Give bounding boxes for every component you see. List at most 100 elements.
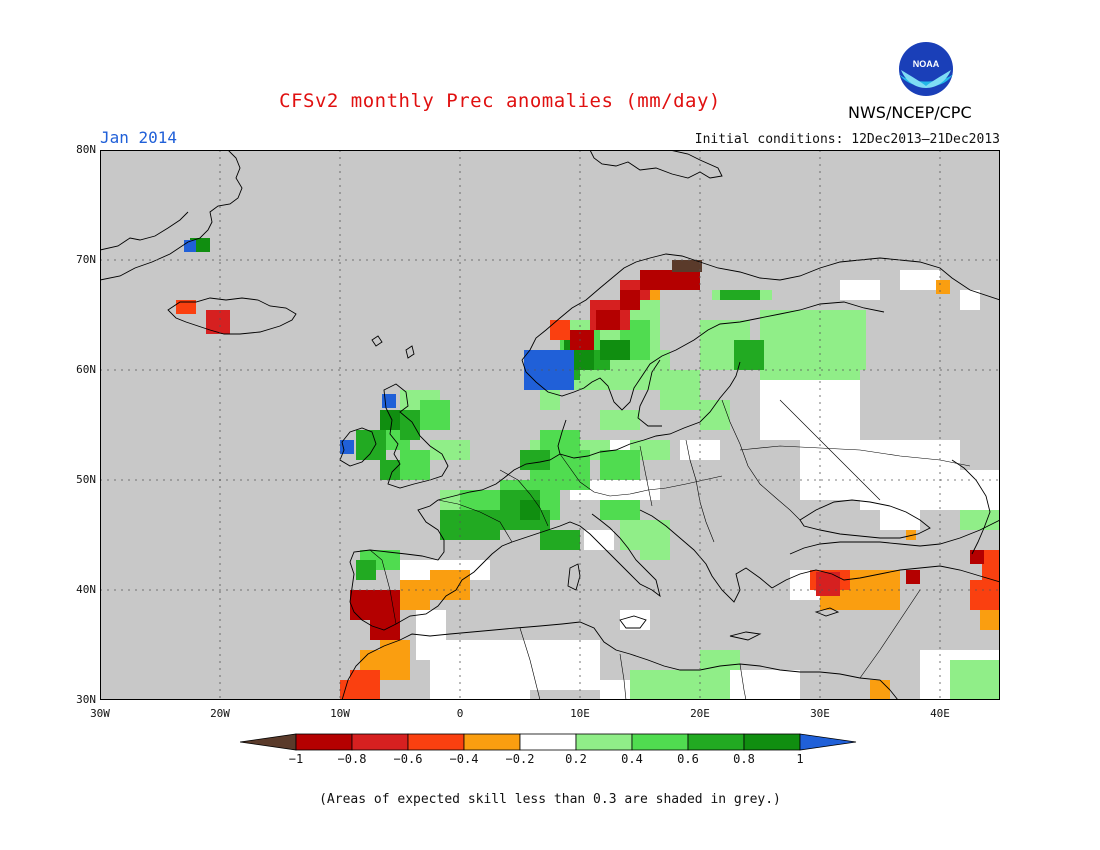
anomaly-cell [400, 410, 420, 440]
colorbar-box [407, 733, 465, 751]
colorbar-box [351, 733, 409, 751]
anomaly-cell [176, 300, 196, 314]
anomaly-cell [520, 500, 540, 520]
lat-label-40n: 40N [76, 583, 96, 596]
anomaly-cell [906, 530, 916, 540]
forecast-month: Jan 2014 [100, 128, 178, 147]
anomaly-cell [680, 440, 720, 460]
anomaly-cells [176, 238, 1000, 700]
colorbar-box [519, 733, 577, 751]
anomaly-cell [640, 540, 670, 560]
anomaly-cell [880, 500, 920, 530]
chart-title: CFSv2 monthly Prec anomalies (mm/day) [0, 90, 1100, 112]
colorbar-box [631, 733, 689, 751]
anomaly-cell [206, 310, 230, 334]
anomaly-cell [870, 680, 890, 700]
anomaly-cell [630, 670, 730, 700]
legend-tick: 0.6 [677, 752, 699, 766]
anomaly-cell [570, 480, 660, 500]
anomaly-cell [596, 310, 620, 330]
anomaly-cell [980, 610, 1000, 630]
anomaly-cell [520, 450, 550, 470]
anomaly-cell [900, 270, 940, 290]
lon-label-0: 0 [456, 707, 464, 720]
anomaly-cell [720, 290, 760, 300]
anomaly-cell [530, 640, 600, 690]
anomaly-cell [734, 340, 764, 370]
anomaly-cell [350, 590, 400, 620]
anomaly-cell [430, 570, 470, 600]
anomaly-cell [600, 410, 640, 430]
colorbar-box [295, 733, 353, 751]
skill-footnote: (Areas of expected skill less than 0.3 a… [319, 792, 781, 807]
lon-label-30w: 30W [90, 707, 110, 720]
anomaly-cell [340, 680, 360, 700]
anomaly-cell [600, 500, 640, 520]
anomaly-cell [400, 580, 430, 610]
lon-label-20e: 20E [690, 707, 710, 720]
lat-label-30n: 30N [76, 693, 96, 706]
anomaly-cell [380, 460, 400, 480]
legend-tick: 1 [796, 752, 804, 766]
lat-label-80n: 80N [76, 143, 96, 156]
map-background [100, 150, 1000, 700]
anomaly-cell [430, 640, 530, 700]
anomaly-cell [700, 650, 740, 670]
lon-label-30e: 30E [810, 707, 830, 720]
anomaly-cell [620, 290, 640, 310]
lat-label-50n: 50N [76, 473, 96, 486]
anomaly-cell [550, 320, 570, 340]
anomaly-cell [380, 640, 410, 680]
legend-tick: 0.4 [621, 752, 643, 766]
anomaly-cell [640, 270, 700, 290]
colorbar-arrow-high [799, 733, 857, 751]
anomaly-cell [960, 290, 980, 310]
legend-tick: 0.2 [565, 752, 587, 766]
anomaly-cell [950, 660, 1000, 700]
anomaly-cell [836, 310, 866, 370]
anomaly-cell [960, 510, 1000, 530]
anomaly-cell [970, 550, 984, 564]
country-borders [369, 399, 971, 700]
legend-tick: −0.6 [393, 752, 423, 766]
chart-title-text: CFSv2 monthly Prec anomalies (mm/day) [279, 90, 721, 112]
anomaly-cell [544, 380, 574, 390]
lon-label-40e: 40E [930, 707, 950, 720]
lon-label-10e: 10E [570, 707, 590, 720]
legend-tick: −0.2 [505, 752, 535, 766]
anomaly-cell [982, 550, 1000, 580]
anomaly-cell [600, 450, 640, 480]
anomaly-cell [570, 330, 594, 350]
anomaly-cell [540, 530, 580, 550]
legend-tick: 0.8 [733, 752, 755, 766]
anomaly-cell [660, 370, 700, 410]
anomaly-cell [420, 400, 450, 430]
anomaly-cell [906, 570, 920, 584]
legend-tick: −1 [288, 752, 304, 766]
lat-label-60n: 60N [76, 363, 96, 376]
anomaly-cell [380, 410, 400, 430]
lat-label-70n: 70N [76, 253, 96, 266]
anomaly-cell [400, 450, 430, 480]
lon-label-10w: 10W [330, 707, 350, 720]
anomaly-cell [356, 560, 376, 580]
anomaly-cell [440, 510, 500, 540]
anomaly-cell [382, 394, 396, 408]
noaa-logo-text: NOAA [913, 59, 940, 69]
lon-label-20w: 20W [210, 707, 230, 720]
color-bar [240, 733, 857, 751]
colorbar-arrow-low [240, 733, 297, 751]
anomaly-cell [600, 340, 630, 360]
anomaly-cell [840, 280, 880, 300]
anomaly-cell [672, 260, 702, 272]
noaa-logo: NOAA [898, 41, 954, 97]
colorbar-box [575, 733, 633, 751]
anomaly-cell [356, 430, 386, 460]
agency-label: NWS/NCEP/CPC [848, 103, 972, 122]
precip-map [100, 150, 1000, 700]
legend-tick: −0.4 [449, 752, 479, 766]
anomaly-cell [970, 580, 1000, 610]
colorbar-box [687, 733, 745, 751]
colorbar-box [743, 733, 801, 751]
colorbar-box [463, 733, 521, 751]
